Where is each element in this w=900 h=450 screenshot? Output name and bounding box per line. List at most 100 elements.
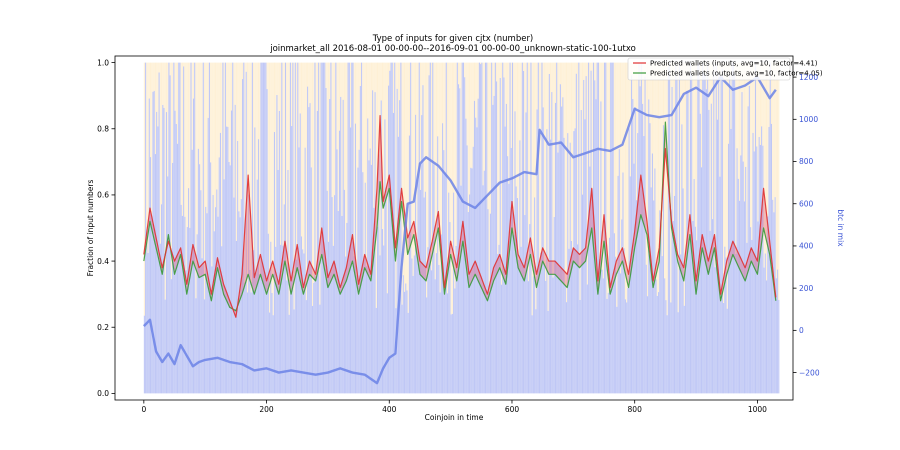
bar-fresh [179, 62, 181, 394]
bar-fresh [724, 246, 726, 394]
bar-fresh [475, 117, 477, 394]
bar-remix [378, 62, 380, 155]
legend-label-outputs: Predicted wallets (outputs, avg=10, fact… [650, 70, 823, 78]
bar-remix [564, 62, 566, 286]
bar-fresh [588, 62, 590, 394]
bar-remix [666, 62, 668, 316]
bar-fresh [291, 126, 293, 394]
bar-remix [356, 62, 358, 276]
bar-remix [153, 62, 155, 91]
bar-fresh [384, 119, 386, 394]
bar-remix [727, 62, 730, 144]
bar-remix [493, 62, 495, 96]
bar-fresh [242, 79, 244, 394]
bar-fresh [342, 99, 344, 394]
bar-remix [585, 62, 587, 77]
bar-remix [223, 62, 225, 180]
bar-remix [457, 62, 460, 85]
bar-remix [287, 62, 289, 171]
bar-fresh [310, 167, 312, 394]
bar-fresh [665, 300, 667, 394]
bar-remix [719, 62, 721, 177]
bar-remix [712, 62, 714, 220]
bar-fresh [213, 231, 215, 394]
bar-fresh [751, 239, 753, 394]
bar-fresh [583, 79, 585, 394]
bar-remix [483, 62, 485, 171]
bar-remix [380, 62, 382, 101]
bar-remix [624, 62, 626, 300]
bar-remix [254, 62, 256, 128]
bar-fresh [536, 109, 538, 394]
bar-fresh [399, 100, 401, 394]
bar-fresh [167, 176, 169, 394]
bar-fresh [702, 62, 704, 394]
bar-remix [480, 62, 482, 65]
bar-remix [618, 62, 620, 150]
bar-remix [337, 62, 339, 212]
bar-remix [448, 62, 450, 193]
bar-fresh [254, 127, 256, 394]
bar-fresh [548, 73, 550, 394]
bar-fresh [569, 142, 571, 394]
bar-remix [304, 62, 306, 148]
bar-remix [305, 62, 307, 301]
bar-remix [272, 62, 274, 316]
bar-remix [151, 62, 153, 218]
bar-fresh [378, 154, 380, 394]
bar-remix [464, 62, 466, 78]
bar-fresh [325, 87, 327, 394]
bar-fresh [161, 204, 163, 394]
bar-fresh [421, 115, 423, 394]
bar-fresh [168, 62, 170, 394]
bar-fresh [708, 109, 710, 394]
bar-remix [536, 62, 538, 110]
bar-fresh [186, 227, 188, 394]
bar-remix [520, 62, 522, 247]
bar-fresh [275, 246, 277, 394]
bar-fresh [335, 62, 337, 394]
bar-remix [389, 62, 391, 71]
bar-fresh [591, 189, 593, 394]
bar-fresh [677, 312, 679, 394]
bar-fresh [149, 157, 152, 394]
bar-remix [600, 62, 602, 102]
bar-remix [376, 62, 379, 227]
bar-fresh [487, 209, 489, 394]
bar-fresh [389, 70, 391, 394]
bar-fresh [747, 106, 749, 394]
bar-fresh [407, 312, 409, 394]
bar-fresh [215, 207, 217, 394]
bar-remix [650, 62, 652, 188]
bar-remix [567, 62, 569, 134]
y-right-axis-ticks: −200 0 200 400 600 800 1000 1200 [793, 73, 820, 377]
bar-remix [692, 62, 694, 222]
bar-fresh [262, 62, 264, 394]
bar-fresh [456, 62, 458, 394]
bar-remix [218, 62, 220, 158]
bar-fresh [556, 62, 558, 394]
bar-remix [148, 62, 150, 99]
bar-fresh [211, 266, 213, 394]
bar-remix [542, 62, 544, 108]
bar-remix [215, 62, 217, 208]
bar-remix [584, 62, 586, 120]
bar-fresh [249, 269, 251, 394]
bar-fresh [264, 62, 266, 394]
bar-fresh [169, 75, 171, 394]
bar-remix [210, 62, 212, 163]
bar-remix [632, 62, 634, 99]
bar-fresh [341, 215, 343, 394]
bar-fresh [175, 124, 177, 394]
x-tick-label: 0 [141, 405, 146, 414]
bar-fresh [467, 212, 469, 394]
bar-remix [230, 62, 233, 111]
bar-remix [658, 62, 660, 293]
bar-remix [661, 62, 663, 257]
bar-remix [365, 62, 368, 267]
bar-remix [326, 62, 328, 191]
bar-remix [308, 62, 310, 108]
bar-fresh [764, 253, 766, 394]
bar-remix [259, 62, 261, 275]
bar-fresh [273, 132, 276, 394]
